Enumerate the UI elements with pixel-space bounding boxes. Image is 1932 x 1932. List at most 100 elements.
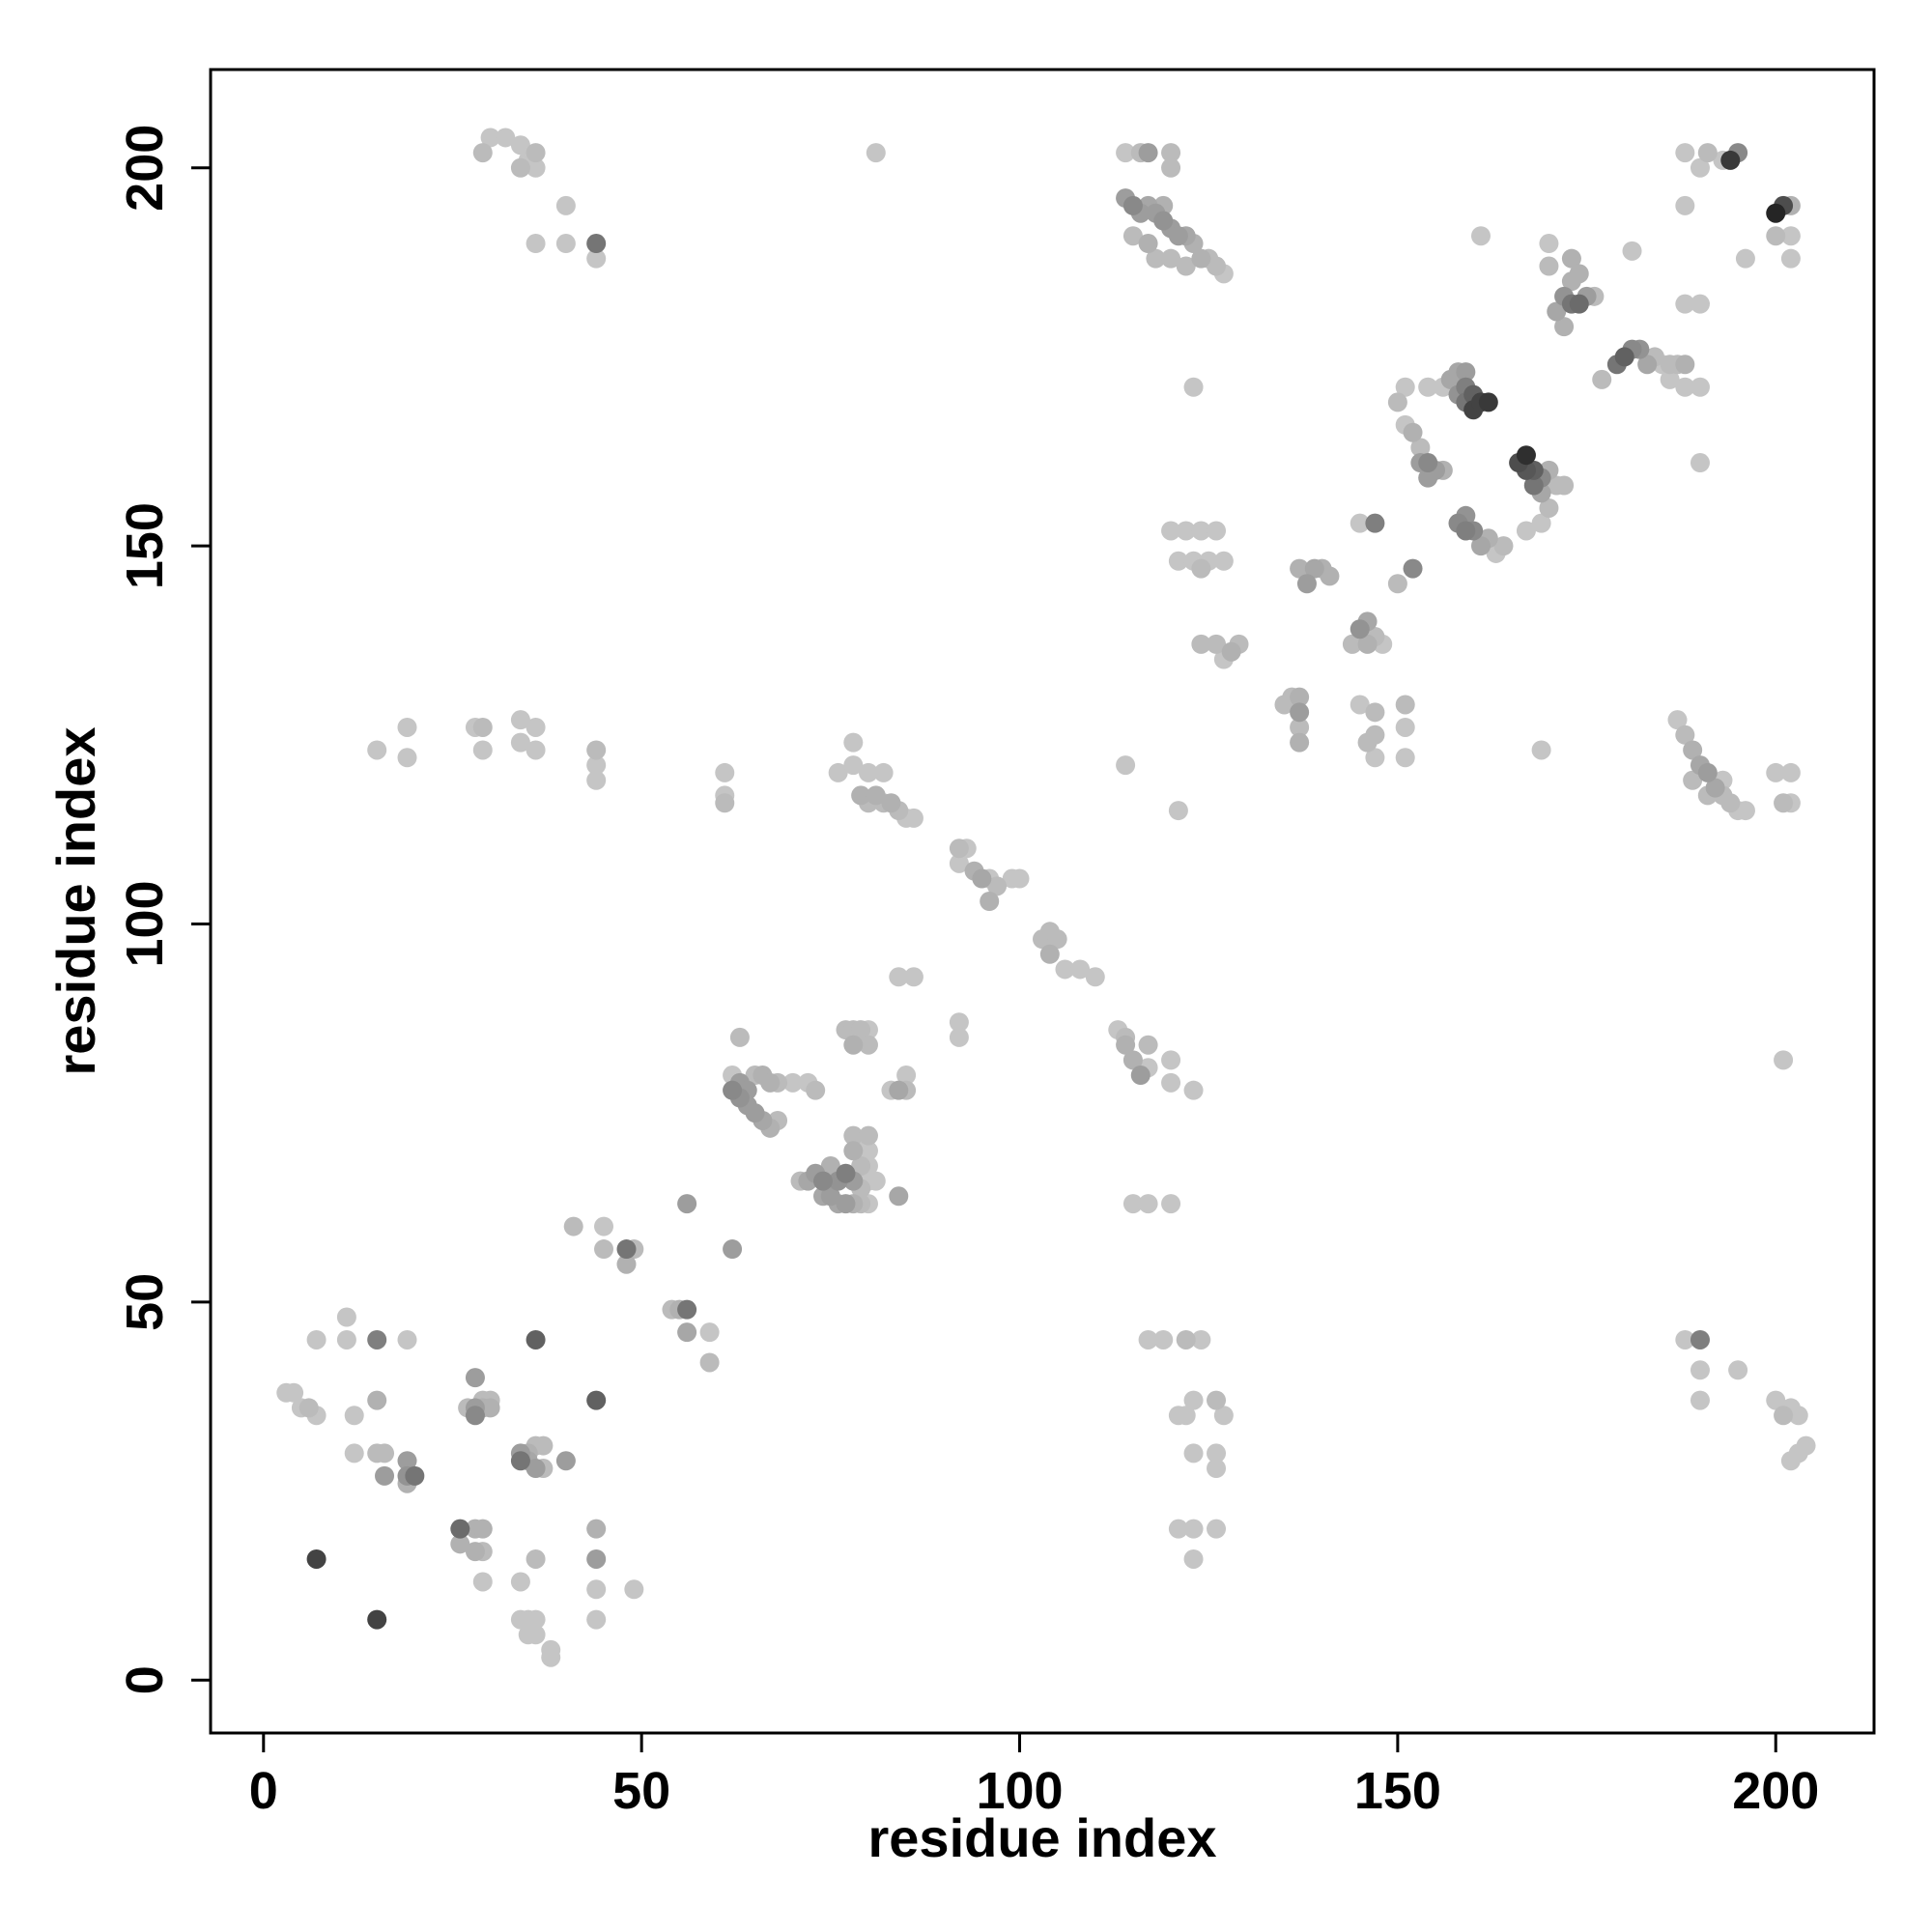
data-point	[1403, 422, 1423, 442]
data-point	[1350, 619, 1370, 639]
data-point	[843, 1125, 864, 1146]
data-point	[1138, 234, 1158, 254]
data-point	[1387, 574, 1407, 594]
data-point	[526, 1625, 546, 1645]
data-point	[1304, 558, 1324, 579]
data-point	[1539, 256, 1559, 276]
data-point	[1539, 234, 1559, 254]
data-point	[375, 1443, 395, 1463]
data-point	[813, 1171, 834, 1191]
data-point	[1683, 770, 1703, 790]
data-point	[889, 1080, 909, 1100]
data-point	[1213, 551, 1234, 571]
data-point	[1161, 1194, 1181, 1214]
data-point	[1403, 558, 1423, 579]
data-point	[1116, 143, 1136, 163]
y-axis-label: residue index	[45, 726, 106, 1075]
y-tick-label: 200	[116, 125, 174, 212]
data-point	[510, 710, 530, 730]
data-point	[1697, 762, 1718, 782]
data-point	[1690, 157, 1710, 178]
data-point	[1395, 377, 1415, 397]
data-point	[745, 1103, 765, 1123]
data-point	[526, 1548, 546, 1569]
data-point	[1697, 143, 1718, 163]
data-point	[729, 1027, 750, 1047]
data-point	[866, 143, 886, 163]
data-point	[526, 1459, 546, 1479]
data-point	[1183, 377, 1204, 397]
data-point	[510, 1572, 530, 1592]
data-point	[367, 1390, 387, 1410]
data-point	[1705, 778, 1725, 798]
data-point	[594, 1216, 614, 1236]
data-point	[555, 195, 576, 215]
data-point	[1516, 445, 1536, 466]
data-point	[1766, 203, 1786, 223]
data-point	[1168, 801, 1188, 821]
data-point	[367, 1329, 387, 1350]
data-point	[1191, 248, 1211, 269]
data-point	[397, 748, 417, 768]
data-point	[858, 1125, 878, 1146]
data-point	[367, 1609, 387, 1630]
data-point	[616, 1254, 637, 1274]
data-point	[949, 1027, 969, 1047]
data-point	[510, 1451, 530, 1471]
data-point	[1070, 959, 1091, 980]
data-point	[1161, 248, 1181, 269]
data-point	[1675, 724, 1695, 745]
data-point	[1183, 1080, 1204, 1100]
data-point	[1161, 1072, 1181, 1093]
data-point	[896, 1065, 917, 1086]
data-point	[586, 234, 607, 254]
data-point	[1191, 1329, 1211, 1350]
data-point	[405, 1465, 425, 1486]
data-point	[563, 1216, 583, 1236]
data-point	[1207, 1390, 1227, 1410]
data-point	[367, 740, 387, 760]
data-point	[526, 1609, 546, 1630]
data-point	[1728, 1360, 1748, 1380]
data-point	[1523, 475, 1544, 496]
data-point	[723, 1239, 743, 1260]
data-point	[1675, 294, 1695, 314]
data-point	[1516, 521, 1536, 541]
data-point	[1350, 513, 1370, 533]
data-point	[1675, 355, 1695, 375]
data-point	[1183, 1548, 1204, 1569]
data-point	[586, 1390, 607, 1410]
data-point	[375, 1465, 395, 1486]
data-point	[1418, 377, 1438, 397]
data-point	[306, 1329, 327, 1350]
data-point	[1176, 521, 1196, 541]
data-point	[949, 838, 969, 859]
data-point	[1675, 195, 1695, 215]
data-point	[851, 1020, 871, 1040]
data-point	[1357, 634, 1378, 654]
data-point	[987, 876, 1008, 896]
data-point	[1470, 226, 1491, 246]
data-point	[1720, 793, 1741, 813]
data-point	[1290, 558, 1310, 579]
y-tick-label: 150	[116, 502, 174, 589]
data-point	[1780, 248, 1801, 269]
data-point	[1561, 248, 1581, 269]
y-axis: 0 50 100 150 200	[116, 125, 213, 1694]
data-point	[1116, 1035, 1136, 1055]
y-tick-label: 0	[116, 1665, 174, 1694]
data-point	[851, 1155, 871, 1176]
data-point	[949, 1012, 969, 1033]
data-point	[1320, 566, 1340, 586]
data-point	[873, 762, 894, 782]
data-point	[1780, 226, 1801, 246]
data-point	[866, 785, 886, 806]
data-point	[1720, 150, 1741, 170]
data-point	[949, 853, 969, 873]
data-point	[1122, 195, 1143, 215]
data-point	[1637, 355, 1658, 375]
data-point	[1183, 1443, 1204, 1463]
data-point	[306, 1548, 327, 1569]
data-point	[1780, 1451, 1801, 1471]
x-axis: 0 50 100 150 200	[249, 1731, 1819, 1820]
